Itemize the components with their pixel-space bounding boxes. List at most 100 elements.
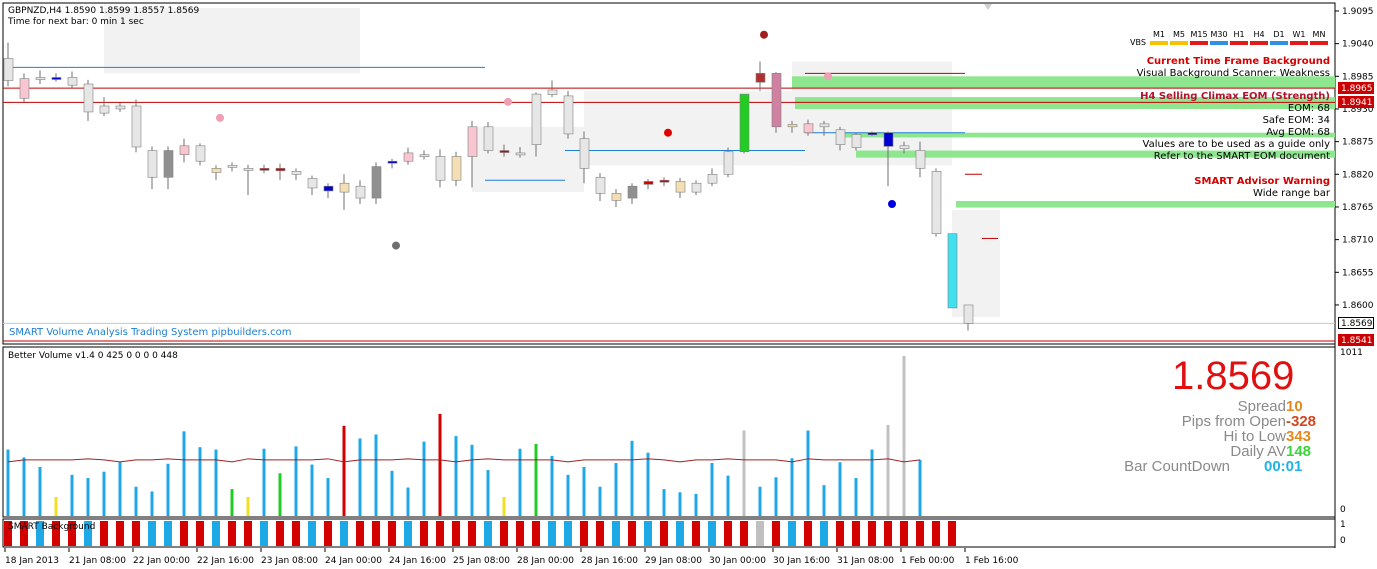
smart-background-bar[interactable]: [4, 521, 12, 546]
smart-background-bar[interactable]: [788, 521, 796, 546]
volume-bar[interactable]: [486, 470, 490, 516]
smart-background-bar[interactable]: [260, 521, 268, 546]
smart-background-bar[interactable]: [772, 521, 780, 546]
candle-body[interactable]: [883, 132, 894, 147]
candle-body[interactable]: [627, 185, 638, 199]
footer-link[interactable]: SMART Volume Analysis Trading System pip…: [9, 327, 292, 338]
volume-bar[interactable]: [774, 477, 778, 516]
candle-body[interactable]: [163, 150, 174, 178]
candle-body[interactable]: [419, 154, 430, 157]
smart-background-bar[interactable]: [20, 521, 28, 546]
candle-body[interactable]: [675, 181, 686, 193]
candle-body[interactable]: [51, 77, 62, 80]
candle-body[interactable]: [803, 123, 814, 134]
candle-body[interactable]: [579, 138, 590, 169]
candle-body[interactable]: [723, 151, 734, 175]
candle-body[interactable]: [99, 105, 110, 114]
smart-background-bar[interactable]: [484, 521, 492, 546]
candle-body[interactable]: [307, 178, 318, 189]
smart-background-bar[interactable]: [196, 521, 204, 546]
candle-body[interactable]: [387, 160, 398, 164]
candle-body[interactable]: [355, 185, 366, 199]
candle-body[interactable]: [403, 152, 414, 162]
smart-background-bar[interactable]: [292, 521, 300, 546]
smart-background-bar[interactable]: [708, 521, 716, 546]
smart-background-bar[interactable]: [532, 521, 540, 546]
volume-bar[interactable]: [230, 489, 234, 516]
smart-background-bar[interactable]: [644, 521, 652, 546]
candle-body[interactable]: [435, 156, 446, 181]
smart-background-bar[interactable]: [148, 521, 156, 546]
volume-bar[interactable]: [374, 434, 378, 516]
smart-background-bar[interactable]: [660, 521, 668, 546]
candle-body[interactable]: [179, 145, 190, 155]
signal-dot[interactable]: [888, 199, 896, 208]
candle-body[interactable]: [643, 181, 654, 185]
volume-bar[interactable]: [550, 455, 554, 516]
smart-background-bar[interactable]: [52, 521, 60, 546]
volume-bar[interactable]: [886, 425, 890, 516]
candle-body[interactable]: [547, 89, 558, 96]
volume-bar[interactable]: [150, 491, 154, 516]
signal-dot[interactable]: [760, 30, 768, 39]
volume-bar[interactable]: [566, 474, 570, 516]
candle-body[interactable]: [659, 179, 670, 183]
candle-body[interactable]: [835, 129, 846, 145]
smart-background-bar[interactable]: [852, 521, 860, 546]
volume-bar[interactable]: [54, 497, 58, 516]
candle-body[interactable]: [131, 105, 142, 148]
volume-bar[interactable]: [214, 449, 218, 516]
smart-background-bar[interactable]: [724, 521, 732, 546]
volume-bar[interactable]: [358, 438, 362, 516]
candle-body[interactable]: [243, 168, 254, 171]
volume-bar[interactable]: [790, 458, 794, 516]
candle-body[interactable]: [915, 150, 926, 169]
volume-bar[interactable]: [678, 492, 682, 516]
candle-body[interactable]: [499, 150, 510, 153]
smart-background-bar[interactable]: [420, 521, 428, 546]
volume-bar[interactable]: [86, 478, 90, 516]
smart-background-bar[interactable]: [164, 521, 172, 546]
signal-dot[interactable]: [216, 113, 224, 122]
volume-bar[interactable]: [406, 487, 410, 516]
volume-bar[interactable]: [726, 475, 730, 516]
candle-body[interactable]: [515, 152, 526, 156]
candle-body[interactable]: [195, 145, 206, 162]
candle-body[interactable]: [771, 73, 782, 128]
volume-bar[interactable]: [182, 431, 186, 516]
smart-background-bar[interactable]: [132, 521, 140, 546]
volume-bar[interactable]: [822, 485, 826, 516]
volume-bar[interactable]: [454, 436, 458, 516]
smart-background-bar[interactable]: [692, 521, 700, 546]
smart-background-bar[interactable]: [868, 521, 876, 546]
volume-bar[interactable]: [710, 462, 714, 516]
candle-body[interactable]: [531, 93, 542, 145]
smart-background-bar[interactable]: [740, 521, 748, 546]
smart-background-bar[interactable]: [836, 521, 844, 546]
candle-body[interactable]: [755, 73, 766, 83]
smart-background-bar[interactable]: [516, 521, 524, 546]
candle-body[interactable]: [947, 233, 958, 309]
smart-background-bar[interactable]: [628, 521, 636, 546]
smart-background-bar[interactable]: [500, 521, 508, 546]
signal-dot[interactable]: [504, 97, 512, 106]
candle-body[interactable]: [691, 182, 702, 193]
volume-bar[interactable]: [198, 447, 202, 516]
candle-body[interactable]: [563, 95, 574, 135]
smart-background-bar[interactable]: [900, 521, 908, 546]
smart-background-bar[interactable]: [212, 521, 220, 546]
volume-bar[interactable]: [902, 356, 906, 516]
candle-body[interactable]: [35, 77, 46, 80]
volume-bar[interactable]: [438, 413, 442, 516]
volume-bar[interactable]: [758, 486, 762, 516]
volume-bar[interactable]: [70, 474, 74, 516]
smart-background-bar[interactable]: [116, 521, 124, 546]
smart-background-bar[interactable]: [564, 521, 572, 546]
candle-body[interactable]: [211, 168, 222, 173]
candle-body[interactable]: [371, 166, 382, 199]
candle-body[interactable]: [19, 78, 30, 99]
candle-body[interactable]: [851, 134, 862, 148]
volume-bar[interactable]: [422, 441, 426, 516]
volume-bar[interactable]: [102, 471, 106, 516]
